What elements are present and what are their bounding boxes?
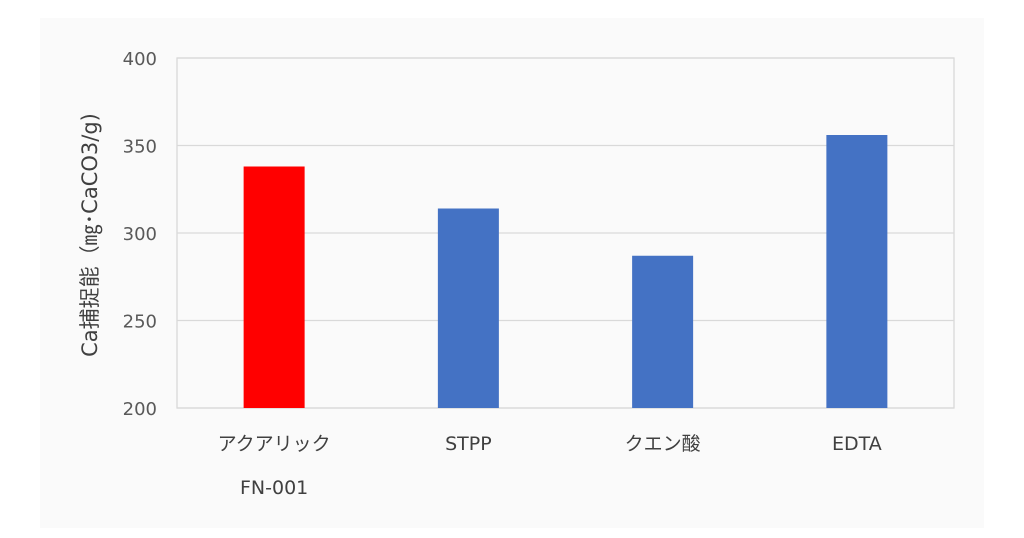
bars — [243, 135, 888, 408]
y-tick-label: 200 — [123, 399, 157, 420]
y-tick-label: 400 — [123, 49, 157, 70]
y-axis-ticks: 200 250 300 350 400 — [123, 49, 157, 420]
x-category-label-line: アクアリック — [218, 433, 331, 455]
x-category-label: クエン酸 — [625, 433, 701, 455]
x-category-label: EDTA — [832, 433, 882, 455]
y-axis-title: Ca捕捉能（㎎･CaCO3/g) — [78, 113, 103, 357]
y-tick-label: 250 — [123, 312, 157, 333]
bar — [826, 135, 888, 408]
bar — [437, 208, 499, 408]
y-tick-label: 350 — [123, 137, 157, 158]
x-category-label-line: クエン酸 — [625, 433, 701, 455]
x-axis-categories: アクアリック FN-001 STPP クエン酸 EDTA — [218, 433, 882, 499]
x-category-label-line: STPP — [445, 433, 492, 455]
plot-area — [176, 57, 955, 409]
y-tick-label: 300 — [123, 224, 157, 245]
x-category-label: アクアリック FN-001 — [218, 433, 331, 499]
bar — [632, 255, 694, 408]
plot-border — [176, 57, 955, 409]
bar — [243, 166, 305, 408]
x-category-label-line: EDTA — [832, 433, 882, 455]
x-category-label: STPP — [445, 433, 492, 455]
x-category-label-line: FN-001 — [240, 477, 308, 499]
